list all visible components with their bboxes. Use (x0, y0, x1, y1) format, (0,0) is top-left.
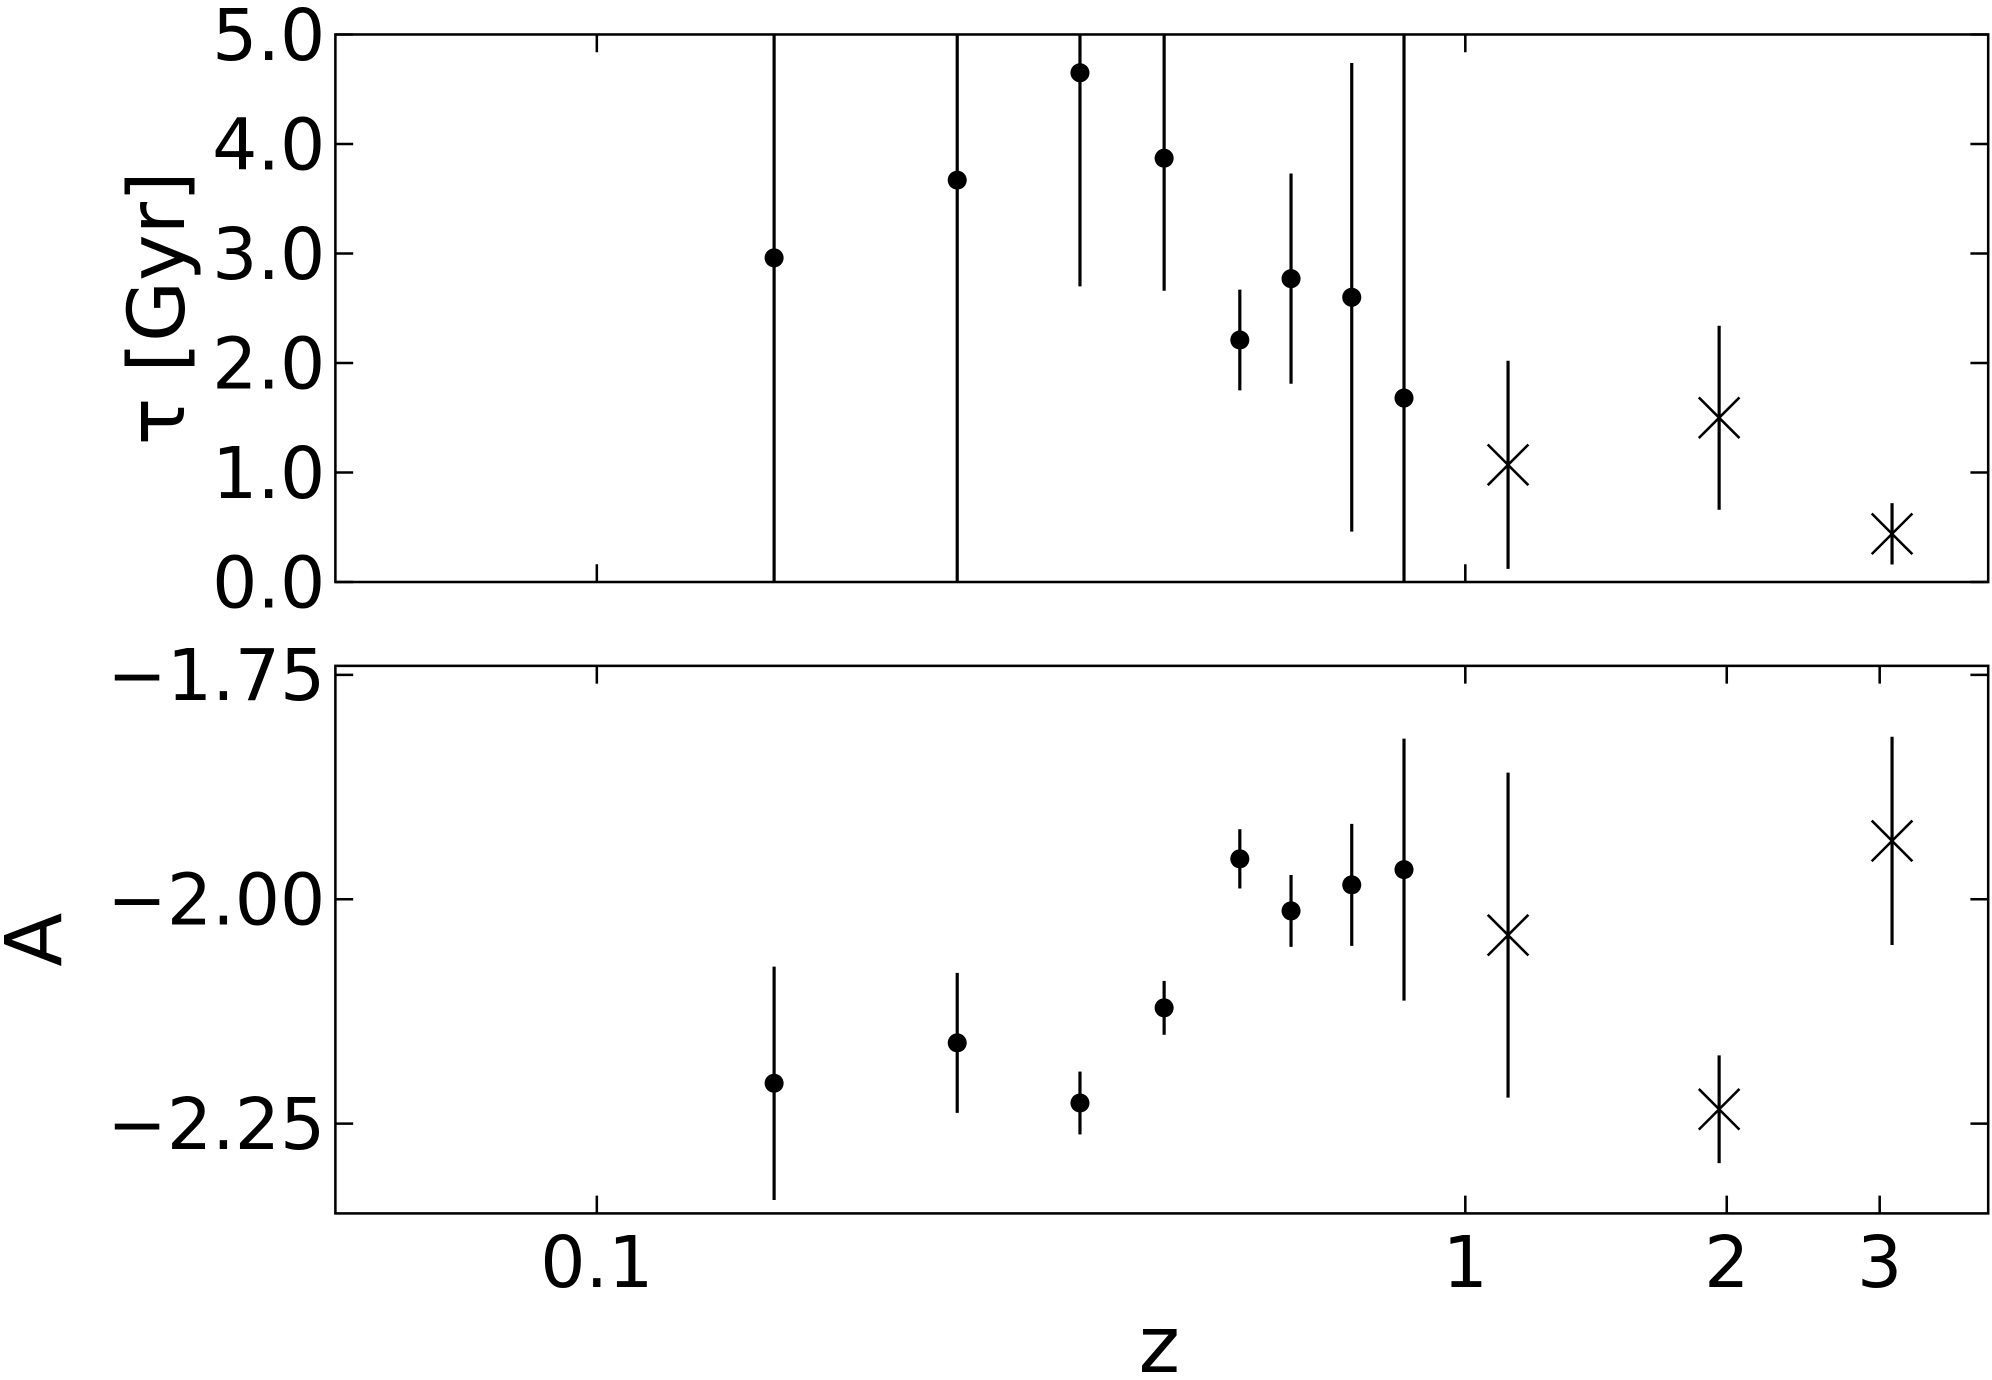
panel: −2.25 −2.00 −1.75 0.1 1 2 3 Az (0, 634, 1990, 1380)
y-tick-label: −2.25 (107, 1083, 325, 1166)
y-tick-label: 2.0 (212, 322, 325, 405)
point-marker (1342, 287, 1362, 307)
y-tick-label: 1.0 (212, 432, 325, 515)
point-marker (1154, 148, 1174, 168)
y-tick-label: 5.0 (212, 0, 325, 77)
point-marker (764, 248, 784, 268)
cross-marker (1697, 396, 1741, 439)
point-marker (1281, 901, 1301, 921)
y-axis-label: τ [Gyr] (111, 171, 203, 445)
cross-marker (1870, 819, 1914, 863)
x-axis-label: z (1139, 1299, 1180, 1380)
plot-frame (334, 664, 1990, 1215)
point-marker (1394, 388, 1414, 408)
x-tick-label: 2 (1704, 1221, 1749, 1304)
x-tick-label: 3 (1857, 1221, 1902, 1304)
x-tick-label: 1 (1443, 1221, 1488, 1304)
data-layer (764, 736, 1914, 1200)
point-marker (1070, 1093, 1090, 1113)
plot-frame (334, 33, 1990, 584)
point-marker (1394, 860, 1414, 880)
point-marker (1342, 875, 1362, 895)
point-marker (1154, 998, 1174, 1018)
point-marker (1230, 849, 1250, 869)
y-tick-label: 0.0 (212, 541, 325, 624)
point-marker (947, 1033, 967, 1053)
y-tick-label: −1.75 (107, 634, 325, 717)
point-marker (1070, 63, 1090, 83)
point-marker (1230, 330, 1250, 350)
cross-marker (1870, 512, 1914, 556)
cross-marker (1486, 913, 1530, 957)
x-tick-label: 0.1 (540, 1221, 653, 1304)
point-marker (947, 170, 967, 190)
cross-marker (1486, 443, 1530, 487)
y-axis-label: A (0, 913, 80, 967)
y-tick-label: −2.00 (107, 859, 325, 942)
data-layer (764, 34, 1914, 583)
point-marker (764, 1073, 784, 1093)
cross-marker (1697, 1088, 1741, 1131)
y-tick-label: 3.0 (212, 213, 325, 296)
point-marker (1281, 269, 1301, 289)
panel: 0.0 1.0 2.0 3.0 4.0 5.0 τ [Gyr] (111, 0, 1990, 624)
y-tick-label: 4.0 (212, 103, 325, 186)
